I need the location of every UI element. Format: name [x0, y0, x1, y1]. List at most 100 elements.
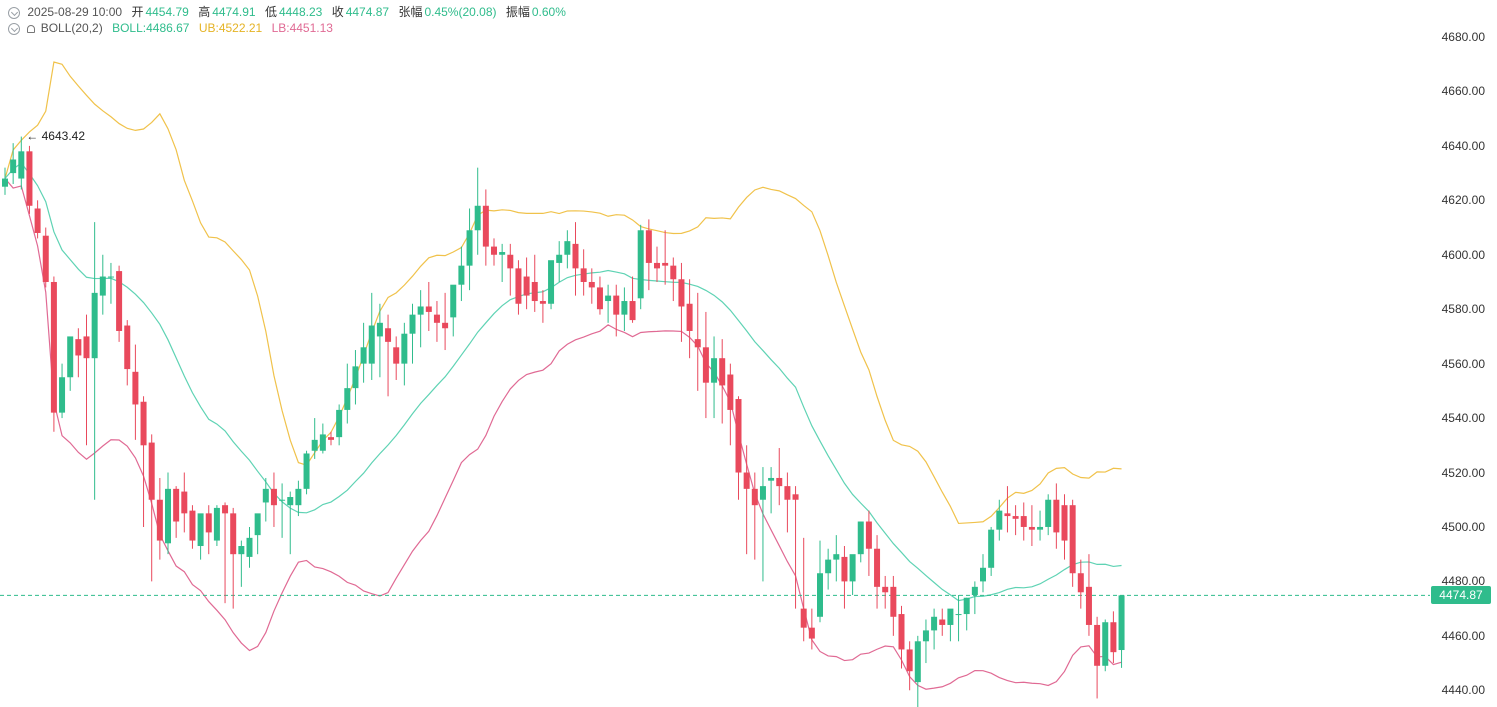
candle[interactable] — [83, 314, 90, 446]
candle[interactable] — [303, 450, 310, 495]
collapse-circle-icon[interactable] — [8, 7, 20, 19]
candle[interactable] — [637, 224, 644, 310]
candle[interactable] — [515, 260, 522, 315]
candle[interactable] — [1004, 486, 1011, 533]
candle[interactable] — [393, 336, 400, 380]
candle[interactable] — [1110, 611, 1117, 664]
candle[interactable] — [857, 521, 864, 563]
candle[interactable] — [442, 292, 449, 351]
candle[interactable] — [833, 535, 840, 582]
candle[interactable] — [499, 243, 506, 282]
candle[interactable] — [417, 290, 424, 348]
candle[interactable] — [539, 290, 546, 323]
candle[interactable] — [230, 507, 237, 609]
candle[interactable] — [531, 254, 538, 312]
candle[interactable] — [91, 222, 98, 500]
candle[interactable] — [808, 608, 815, 650]
candle[interactable] — [931, 608, 938, 650]
candle[interactable] — [368, 292, 375, 380]
candle[interactable] — [605, 284, 612, 323]
candle[interactable] — [523, 257, 530, 310]
candle[interactable] — [59, 363, 66, 419]
candle[interactable] — [849, 554, 856, 596]
candle[interactable] — [548, 260, 555, 310]
candle[interactable] — [466, 208, 473, 291]
candle[interactable] — [906, 641, 913, 691]
candle[interactable] — [939, 608, 946, 636]
candle[interactable] — [678, 262, 685, 342]
candle[interactable] — [246, 526, 253, 568]
candle[interactable] — [491, 238, 497, 266]
candle[interactable] — [262, 477, 269, 522]
candle[interactable] — [99, 254, 106, 315]
candle[interactable] — [980, 554, 986, 593]
candle[interactable] — [279, 483, 286, 538]
candle[interactable] — [360, 322, 367, 383]
candle[interactable] — [817, 540, 823, 623]
candle[interactable] — [238, 540, 245, 587]
candle[interactable] — [580, 249, 587, 296]
candle[interactable] — [189, 505, 196, 549]
candle[interactable] — [971, 581, 978, 615]
bell-icon[interactable] — [27, 25, 36, 33]
candle[interactable] — [295, 480, 302, 517]
candle[interactable] — [205, 505, 212, 555]
candle[interactable] — [662, 230, 669, 285]
candle[interactable] — [401, 322, 408, 386]
candle[interactable] — [433, 301, 440, 342]
candle[interactable] — [270, 472, 277, 527]
candle[interactable] — [1094, 616, 1101, 699]
candle[interactable] — [776, 448, 783, 506]
candle[interactable] — [165, 472, 171, 555]
candle[interactable] — [140, 396, 147, 527]
candle[interactable] — [825, 548, 832, 590]
candle[interactable] — [996, 499, 1003, 541]
candle[interactable] — [425, 281, 432, 331]
candle[interactable] — [173, 486, 180, 538]
candle[interactable] — [222, 502, 229, 604]
candle[interactable] — [352, 350, 359, 405]
candle[interactable] — [474, 167, 481, 255]
candle[interactable] — [914, 635, 921, 707]
candle[interactable] — [1085, 554, 1092, 636]
candle[interactable] — [727, 363, 734, 446]
candle[interactable] — [1061, 494, 1068, 560]
candle[interactable] — [1102, 619, 1109, 672]
candle[interactable] — [458, 246, 465, 302]
candle[interactable] — [874, 535, 881, 609]
candle[interactable] — [1045, 494, 1052, 536]
candle[interactable] — [34, 200, 41, 239]
candle[interactable] — [75, 328, 82, 378]
candle[interactable] — [865, 510, 872, 576]
candle[interactable] — [507, 243, 514, 296]
candle[interactable] — [719, 339, 726, 424]
candle[interactable] — [686, 279, 693, 359]
candle[interactable] — [922, 619, 929, 664]
candle[interactable] — [759, 467, 766, 582]
candle[interactable] — [319, 423, 326, 454]
candle[interactable] — [645, 219, 652, 291]
candle[interactable] — [702, 311, 709, 419]
candle[interactable] — [898, 605, 905, 669]
candle[interactable] — [213, 505, 220, 547]
candle[interactable] — [2, 167, 8, 195]
candle[interactable] — [385, 314, 392, 397]
candle[interactable] — [629, 276, 636, 323]
candle[interactable] — [735, 396, 742, 500]
candle[interactable] — [10, 143, 17, 184]
candle[interactable] — [947, 608, 954, 642]
candle[interactable] — [988, 526, 995, 576]
candle[interactable] — [784, 472, 791, 533]
candle[interactable] — [409, 303, 416, 364]
candle[interactable] — [1069, 499, 1076, 587]
candle[interactable] — [654, 246, 660, 282]
candle[interactable] — [792, 486, 799, 609]
candle[interactable] — [328, 431, 334, 446]
candle[interactable] — [336, 404, 343, 446]
candle[interactable] — [564, 230, 571, 269]
candle[interactable] — [890, 575, 897, 636]
candle[interactable] — [694, 292, 701, 391]
collapse-circle-icon[interactable] — [8, 23, 20, 35]
candle[interactable] — [376, 303, 383, 378]
